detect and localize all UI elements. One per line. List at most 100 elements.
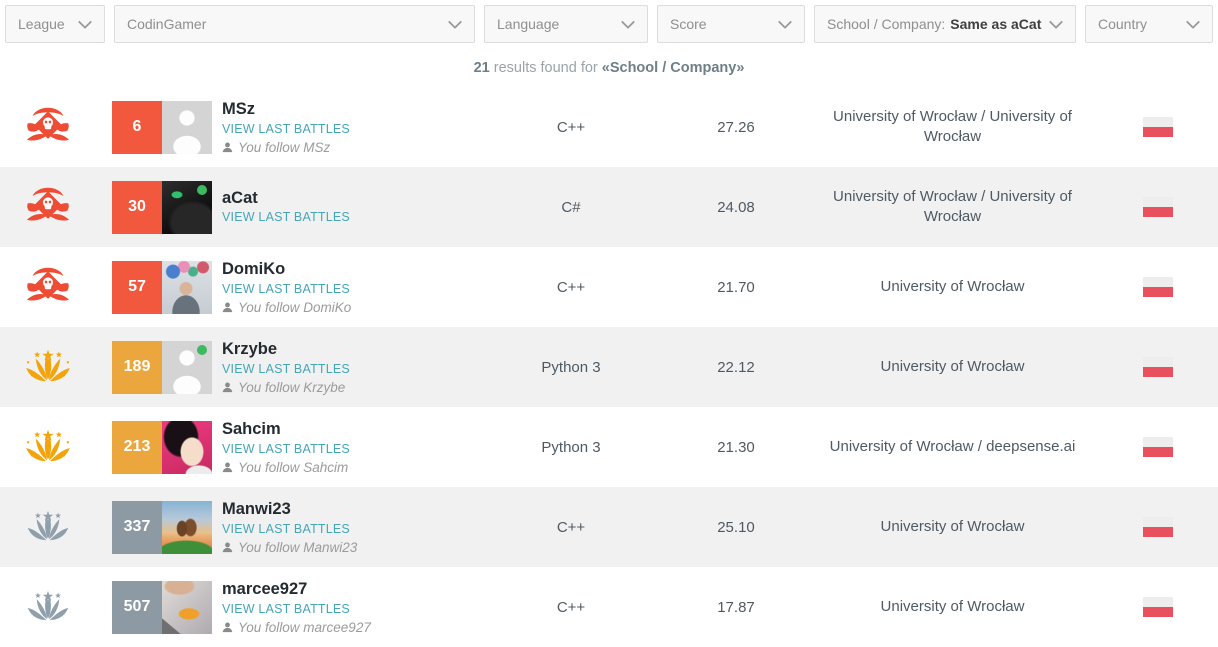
language-value: C# — [561, 198, 581, 216]
score-value: 27.26 — [717, 118, 755, 136]
rank-badge: 337 — [112, 500, 162, 554]
language-value: C++ — [556, 118, 586, 136]
filter-codingamer[interactable]: CodinGamer — [114, 5, 475, 43]
league-cell — [0, 511, 95, 543]
school-company-value: University of Wrocław — [880, 517, 1025, 535]
view-last-battles-link[interactable]: VIEW LAST BATTLES — [222, 281, 350, 296]
player-name[interactable]: MSz — [222, 100, 255, 119]
league-cell — [0, 267, 95, 307]
follow-status: You follow marcee927 — [222, 620, 371, 635]
view-last-battles-link[interactable]: VIEW LAST BATTLES — [222, 441, 350, 456]
avatar[interactable] — [162, 420, 212, 474]
player-cell: 337 Manwi23 VIEW LAST BATTLES You follow… — [95, 499, 460, 555]
school-company-value: University of Wrocław — [880, 597, 1025, 615]
player-info: marcee927 VIEW LAST BATTLES You follow m… — [222, 579, 371, 635]
country-cell — [1115, 117, 1218, 137]
chevron-down-icon — [620, 14, 636, 30]
language-value: C++ — [556, 278, 586, 296]
leaderboard-row: 337 Manwi23 VIEW LAST BATTLES You follow… — [0, 487, 1218, 567]
poland-flag-icon — [1142, 437, 1173, 457]
avatar[interactable] — [162, 180, 212, 234]
filter-school-company-value: Same as aCat — [950, 16, 1042, 32]
language-value: C++ — [556, 598, 586, 616]
filter-country[interactable]: Country — [1085, 5, 1213, 43]
filter-bar: League CodinGamer Language Score School … — [0, 0, 1218, 43]
avatar[interactable] — [162, 340, 212, 394]
view-last-battles-link[interactable]: VIEW LAST BATTLES — [222, 210, 350, 225]
school-company-value: University of Wrocław — [880, 357, 1025, 375]
language-value: Python 3 — [541, 438, 601, 456]
person-icon — [222, 302, 233, 312]
score-value: 24.08 — [717, 198, 755, 216]
league-cell — [0, 430, 95, 464]
filter-score[interactable]: Score — [657, 5, 805, 43]
follow-text: You follow Sahcim — [238, 459, 349, 475]
filter-score-label: Score — [670, 16, 707, 32]
score-value: 22.12 — [717, 358, 755, 376]
player-name[interactable]: Krzybe — [222, 340, 278, 359]
follow-status: You follow Sahcim — [222, 460, 350, 475]
avatar[interactable] — [162, 500, 212, 554]
leaderboard-row: 507 marcee927 VIEW LAST BATTLES You foll… — [0, 567, 1218, 647]
poland-flag-icon — [1142, 117, 1173, 137]
results-count: 21 — [473, 60, 490, 76]
avatar[interactable] — [162, 580, 212, 634]
player-name[interactable]: marcee927 — [222, 580, 308, 599]
gold-league-icon — [25, 350, 70, 382]
person-icon — [222, 462, 233, 472]
score-value: 21.30 — [717, 438, 755, 456]
chevron-down-icon — [1185, 14, 1201, 30]
follow-status: You follow Manwi23 — [222, 540, 357, 555]
player-info: MSz VIEW LAST BATTLES You follow MSz — [222, 99, 350, 155]
filter-school-company-label: School / Company: — [827, 16, 946, 32]
silver-league-icon — [27, 511, 68, 541]
player-name[interactable]: Manwi23 — [222, 500, 291, 519]
results-text: results found for — [489, 60, 602, 76]
view-last-battles-link[interactable]: VIEW LAST BATTLES — [222, 361, 350, 376]
online-indicator — [197, 344, 207, 355]
player-name[interactable]: aCat — [222, 188, 258, 207]
view-last-battles-link[interactable]: VIEW LAST BATTLES — [222, 601, 350, 616]
filter-country-label: Country — [1098, 16, 1148, 32]
follow-text: You follow MSz — [238, 139, 331, 155]
player-cell: 6 MSz VIEW LAST BATTLES You follow MSz — [95, 99, 460, 155]
leaderboard-row: 57 DomiKo VIEW LAST BATTLES You follow D… — [0, 247, 1218, 327]
rank-badge: 57 — [112, 260, 162, 314]
filter-language[interactable]: Language — [484, 5, 648, 43]
player-cell: 189 Krzybe VIEW LAST BATTLES You follow … — [95, 339, 460, 395]
filter-school-company[interactable]: School / Company: Same as aCat — [814, 5, 1076, 43]
chevron-down-icon — [77, 14, 93, 30]
player-cell: 213 Sahcim VIEW LAST BATTLES You follow … — [95, 419, 460, 475]
country-cell — [1115, 357, 1218, 377]
player-name[interactable]: DomiKo — [222, 260, 286, 279]
country-cell — [1115, 197, 1218, 217]
poland-flag-icon — [1142, 357, 1173, 377]
player-name[interactable]: Sahcim — [222, 420, 281, 439]
avatar[interactable] — [162, 260, 212, 314]
legend-league-icon — [26, 107, 69, 141]
legend-league-icon — [26, 267, 69, 301]
online-indicator — [197, 184, 207, 195]
follow-text: You follow DomiKo — [238, 299, 352, 315]
rank-badge: 213 — [112, 420, 162, 474]
poland-flag-icon — [1142, 517, 1173, 537]
avatar[interactable] — [162, 100, 212, 154]
leaderboard-row: 189 Krzybe VIEW LAST BATTLES You follow … — [0, 327, 1218, 407]
league-cell — [0, 350, 95, 384]
view-last-battles-link[interactable]: VIEW LAST BATTLES — [222, 521, 350, 536]
school-company-value: University of Wrocław — [880, 277, 1025, 295]
legend-league-icon — [26, 187, 69, 221]
filter-league[interactable]: League — [5, 5, 105, 43]
follow-text: You follow Krzybe — [238, 379, 346, 395]
view-last-battles-link[interactable]: VIEW LAST BATTLES — [222, 121, 350, 136]
leaderboard-row: 30 aCat VIEW LAST BATTLES C# 24.08 Unive… — [0, 167, 1218, 247]
chevron-down-icon — [1048, 14, 1064, 30]
player-cell: 30 aCat VIEW LAST BATTLES — [95, 180, 460, 234]
leaderboard-row: 213 Sahcim VIEW LAST BATTLES You follow … — [0, 407, 1218, 487]
player-cell: 507 marcee927 VIEW LAST BATTLES You foll… — [95, 579, 460, 635]
player-info: DomiKo VIEW LAST BATTLES You follow Domi… — [222, 259, 351, 315]
person-icon — [222, 542, 233, 552]
player-info: aCat VIEW LAST BATTLES — [222, 188, 350, 227]
poland-flag-icon — [1142, 277, 1173, 297]
